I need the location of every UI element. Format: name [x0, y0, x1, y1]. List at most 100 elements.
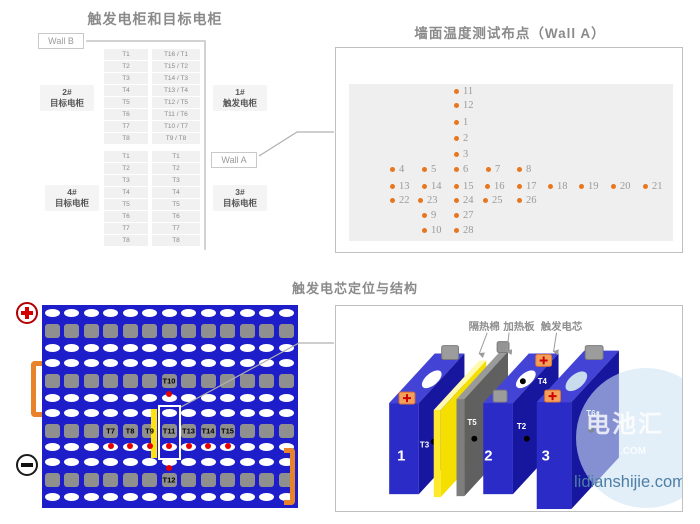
cabinet-cell: T15 / T2	[152, 61, 200, 72]
pack-vent-ellipse	[83, 344, 99, 352]
plus-bar	[25, 307, 29, 319]
cabinet-cell: T2	[104, 61, 148, 72]
pack-vent-ellipse	[44, 458, 60, 466]
cabinet-label-line: 目标电柜	[54, 198, 89, 209]
pack-vent-ellipse	[278, 443, 294, 451]
temp-point: 11	[454, 86, 473, 97]
pack-vent-ellipse	[83, 359, 99, 367]
pack-handle-left	[31, 361, 42, 417]
pack-sensor-label: T11	[162, 426, 176, 436]
temp-point-dot	[485, 184, 490, 189]
pack-vent-ellipse	[181, 409, 196, 417]
temp-point-label: 15	[463, 181, 474, 192]
layer-callouts: 隔热棉 加热板 触发电芯	[469, 320, 583, 359]
pack-vent-ellipse	[83, 409, 99, 417]
pack-vent-ellipse	[239, 493, 255, 501]
cabinet-cell: T4	[104, 85, 148, 96]
temp-point-dot	[454, 213, 459, 218]
pack-vent-ellipse	[181, 309, 196, 317]
pack-cell-top	[122, 324, 138, 338]
cabinet-label-line: 4#	[67, 187, 77, 197]
temp-point: 18	[548, 181, 568, 192]
pack-vent-ellipse	[103, 309, 118, 317]
temp-point-label: 24	[463, 195, 474, 206]
temp-point-dot	[422, 167, 427, 172]
cabinet-cell: T4	[104, 187, 148, 198]
temp-point: 24	[454, 195, 474, 206]
pack-vent-ellipse	[259, 309, 274, 317]
pack-vent-ellipse	[142, 394, 157, 402]
cabinet-cell: T4	[152, 187, 200, 198]
temp-point: 21	[643, 181, 663, 192]
pack-vent-ellipse	[259, 458, 274, 466]
pack-vent-ellipse	[278, 309, 294, 317]
cabinet-cell: T1	[152, 151, 200, 162]
temp-point-dot	[422, 184, 427, 189]
plus-terminal-icon	[544, 389, 561, 403]
cell-number: 1	[397, 448, 405, 464]
terminal-block	[441, 345, 459, 360]
temp-point: 9	[422, 210, 436, 221]
wall-a-connector	[258, 131, 334, 157]
temp-point-label: 21	[652, 181, 663, 192]
temp-point-label: 13	[399, 181, 410, 192]
cabinet-cell: T10 / T7	[152, 121, 200, 132]
temp-point-dot	[418, 198, 423, 203]
temp-point-label: 8	[526, 164, 532, 175]
pack-vent-ellipse	[83, 493, 99, 501]
pack-vent-ellipse	[239, 443, 255, 451]
cabinet-label-line: 3#	[235, 187, 245, 197]
temp-point-dot	[454, 136, 459, 141]
temp-point-label: 17	[526, 181, 537, 192]
pack-vent-ellipse	[220, 309, 235, 317]
pack-vent-ellipse	[44, 394, 60, 402]
temp-point-dot	[422, 213, 427, 218]
pack-vent-ellipse	[161, 493, 177, 501]
pack-vent-ellipse	[142, 493, 157, 501]
terminal-block	[584, 345, 604, 360]
temp-point-label: 12	[463, 100, 474, 111]
temp-point: 26	[517, 195, 537, 206]
pack-vent-ellipse	[44, 409, 60, 417]
cabinet-label-2-target: 2# 目标电柜	[40, 85, 94, 112]
pack-cell-top	[161, 374, 177, 388]
cabinet-cell: T7	[152, 223, 200, 234]
sensor-label-t2: T2	[517, 422, 527, 431]
pack-sensor-label: T10	[162, 376, 176, 386]
cell-2: T4 2 T2	[483, 353, 559, 495]
pack-vent-ellipse	[122, 344, 138, 352]
temp-point: 1	[454, 117, 468, 128]
vent-ellipse	[515, 370, 536, 389]
pack-vent-ellipse	[259, 409, 274, 417]
pack-sensor-dot	[166, 391, 172, 397]
temp-point-dot	[454, 152, 459, 157]
pack-cell-top	[200, 324, 216, 338]
pack-vent-ellipse	[161, 359, 177, 367]
pack-cell-top	[259, 473, 274, 487]
pack-cell-top	[239, 424, 255, 438]
cabinet-cell: T12 / T5	[152, 97, 200, 108]
temp-point-label: 28	[463, 225, 474, 236]
pack-vent-ellipse	[103, 409, 118, 417]
temp-point-dot	[611, 184, 616, 189]
pack-sensor-label: T15	[221, 426, 234, 436]
temp-point-label: 22	[399, 195, 410, 206]
temp-point: 4	[390, 164, 404, 175]
temp-point-label: 14	[431, 181, 442, 192]
pack-cell-top	[64, 374, 79, 388]
pack-vent-ellipse	[103, 394, 118, 402]
pack-vent-ellipse	[239, 409, 255, 417]
wall-points-layer: 11 12 1 2 3 4 5 6 7 8 13 14 15 16 17 18 19 20 21 22 23 24 25 26…	[336, 48, 682, 252]
cabinet-label-line: 触发电柜	[222, 98, 257, 109]
temp-point-label: 9	[431, 210, 437, 221]
pack-vent-ellipse	[239, 458, 255, 466]
pack-vent-ellipse	[64, 409, 79, 417]
pack-cell-top	[220, 473, 235, 487]
pack-sensor-label: T8	[125, 426, 135, 436]
pack-vent-ellipse	[278, 409, 294, 417]
pack-vent-ellipse	[161, 458, 177, 466]
pack-vent-ellipse	[142, 309, 157, 317]
cabinet-cell: T6	[104, 109, 148, 120]
cabinet-label-4-target: 4# 目标电柜	[45, 185, 99, 212]
